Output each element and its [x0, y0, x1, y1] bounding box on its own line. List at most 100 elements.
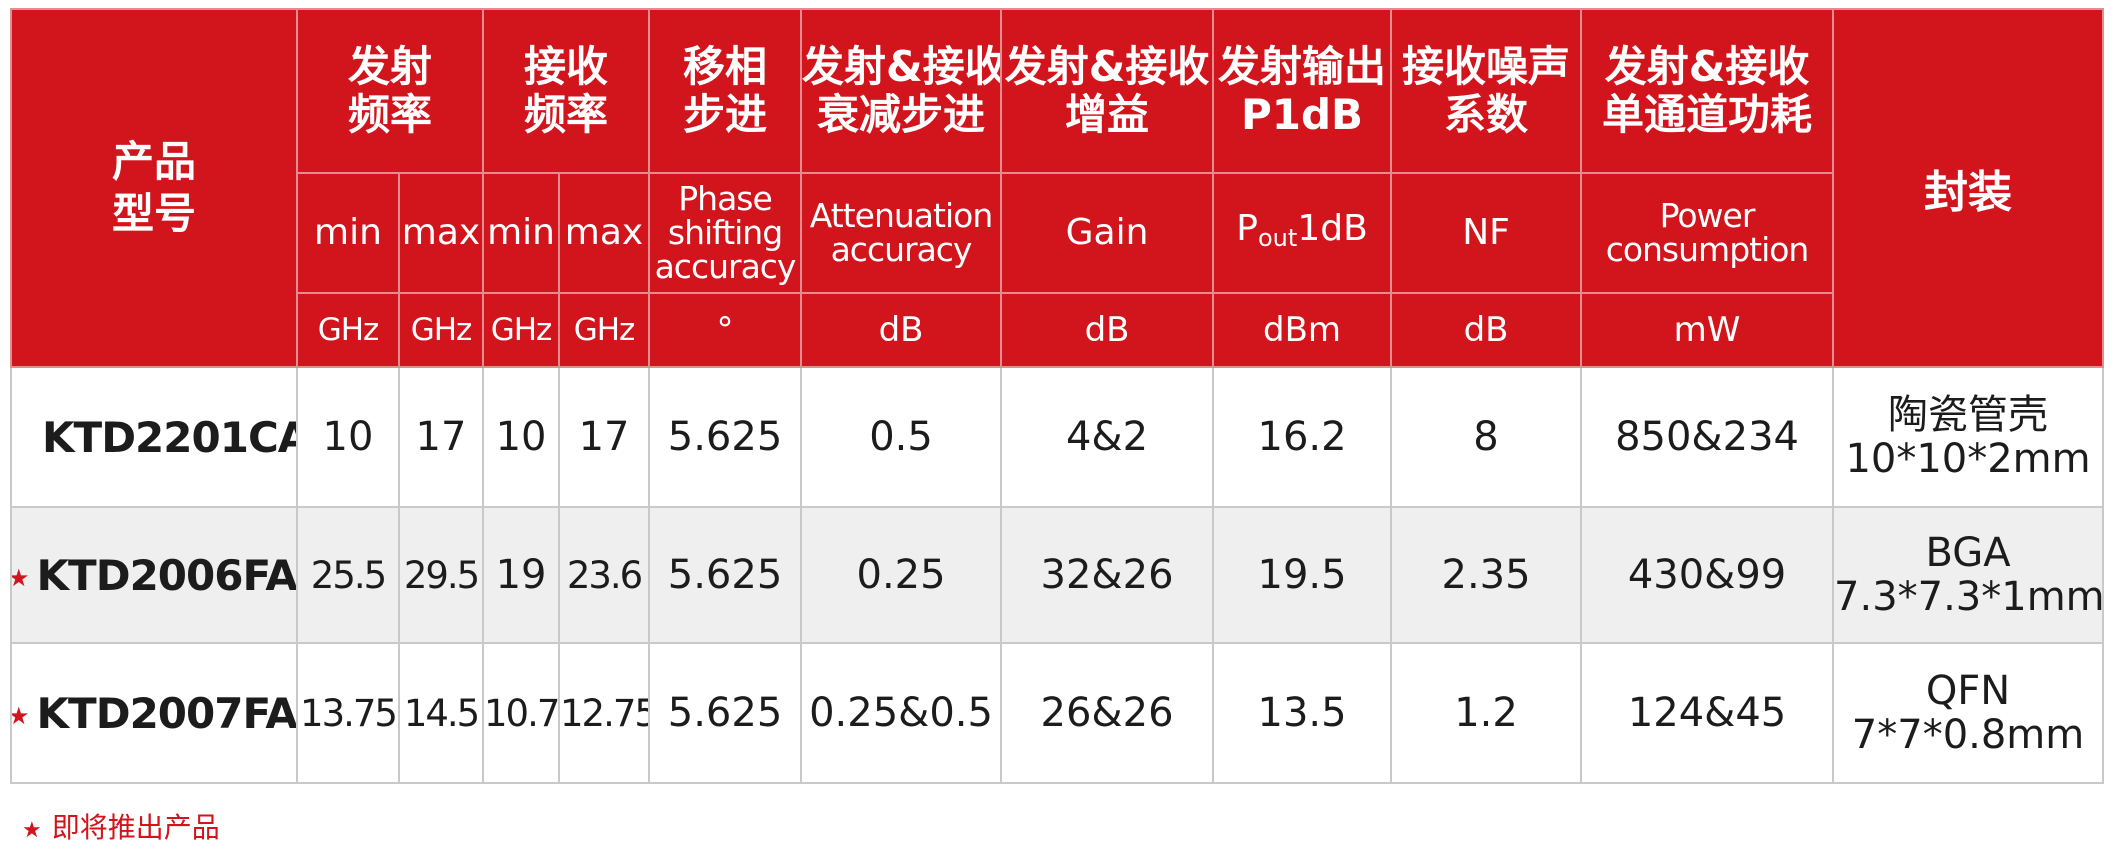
header-p1db-line2: P1dB: [1240, 90, 1364, 139]
model-cell: ★KTD2007FA: [10, 642, 298, 784]
package-type: QFN: [1925, 668, 2011, 714]
package-type: BGA: [1925, 530, 2011, 576]
header-p1db: 发射输出 P1dB: [1212, 8, 1393, 174]
header-rx-freq-line2: 频率: [524, 90, 609, 139]
atten-cell: 0.5: [800, 366, 1003, 508]
footnote-star-icon: ★: [22, 818, 42, 843]
table-row: KTD2201CA 10 17 10 17 5.625 0.5 4&2 16.2…: [10, 366, 2105, 508]
sub-pout: Pout1dB: [1212, 172, 1393, 294]
header-rx-freq-line1: 接收: [524, 42, 609, 91]
upcoming-star-icon: ★: [13, 564, 29, 592]
tx-max-cell: 17: [397, 366, 485, 508]
header-power-line1: 发射&接收: [1604, 42, 1810, 91]
sub-power-line2: consumption: [1605, 230, 1810, 269]
model-name: KTD2007FA: [36, 688, 297, 738]
tx-max-cell: 29.5: [397, 506, 485, 644]
header-nf: 接收噪声 系数: [1390, 8, 1583, 174]
sub-rx-min: min: [482, 172, 561, 294]
sub-pout-p: P: [1236, 207, 1258, 249]
header-tx-freq: 发射 频率: [295, 8, 485, 174]
atten-cell: 0.25: [800, 506, 1003, 644]
unit-tx-min: GHz: [296, 292, 400, 368]
header-gain: 发射&接收 增益: [1000, 8, 1215, 174]
model-name: KTD2201CA: [42, 412, 297, 462]
power-cell: 850&234: [1580, 366, 1835, 508]
package-size: 10*10*2mm: [1845, 436, 2091, 482]
unit-rx-min: GHz: [482, 292, 561, 368]
product-spec-table: 产品 型号 发射 频率 接收 频率 移相 步进 发射&接收 衰减步进 发射&接收…: [10, 8, 2105, 784]
package-type: 陶瓷管壳: [1888, 392, 2049, 438]
unit-atten: dB: [800, 292, 1003, 368]
unit-power: mW: [1580, 292, 1835, 368]
sub-nf: NF: [1390, 172, 1583, 294]
unit-phase: °: [648, 292, 803, 368]
sub-phase-line3: accuracy: [654, 247, 797, 286]
package-size: 7*7*0.8mm: [1851, 712, 2085, 758]
sub-gain: Gain: [1000, 172, 1215, 294]
phase-cell: 5.625: [648, 642, 803, 784]
footnote-text: 即将推出产品: [51, 811, 220, 844]
package-cell: QFN 7*7*0.8mm: [1832, 642, 2105, 784]
header-atten-step-line2: 衰减步进: [817, 90, 986, 139]
header-tx-freq-line1: 发射: [348, 42, 433, 91]
gain-cell: 26&26: [1000, 642, 1215, 784]
footnote: ★ 即将推出产品: [22, 806, 220, 846]
tx-min-cell: 13.75: [296, 642, 400, 784]
sub-power: Power consumption: [1580, 172, 1835, 294]
sub-phase-line2: shifting: [667, 213, 783, 252]
header-gain-line1: 发射&接收: [1004, 42, 1210, 91]
header-package: 封装: [1832, 8, 2105, 368]
rx-min-cell: 10.7: [482, 642, 561, 784]
unit-gain: dB: [1000, 292, 1215, 368]
tx-min-cell: 10: [296, 366, 400, 508]
sub-phase: Phase shifting accuracy: [648, 172, 803, 294]
header-gain-line2: 增益: [1065, 90, 1150, 139]
gain-cell: 32&26: [1000, 506, 1215, 644]
nf-cell: 1.2: [1390, 642, 1583, 784]
header-row-titles: 产品 型号 发射 频率 接收 频率 移相 步进 发射&接收 衰减步进 发射&接收…: [10, 8, 2105, 368]
table-row: ★KTD2007FA 13.75 14.5 10.7 12.75 5.625 0…: [10, 642, 2105, 784]
atten-cell: 0.25&0.5: [800, 642, 1003, 784]
header-tx-freq-line2: 频率: [348, 90, 433, 139]
header-atten-step-line1: 发射&接收: [802, 42, 1002, 91]
p1db-cell: 19.5: [1212, 506, 1393, 644]
tx-min-cell: 25.5: [296, 506, 400, 644]
rx-max-cell: 17: [558, 366, 651, 508]
power-cell: 430&99: [1580, 506, 1835, 644]
nf-cell: 8: [1390, 366, 1583, 508]
unit-rx-max: GHz: [558, 292, 651, 368]
header-p1db-line1: 发射输出: [1218, 42, 1387, 91]
sub-phase-line1: Phase: [678, 179, 773, 218]
header-power: 发射&接收 单通道功耗: [1580, 8, 1835, 174]
phase-cell: 5.625: [648, 366, 803, 508]
rx-min-cell: 10: [482, 366, 561, 508]
package-cell: BGA 7.3*7.3*1mm: [1832, 506, 2105, 644]
rx-max-cell: 23.6: [558, 506, 651, 644]
sub-pout-rest: 1dB: [1297, 207, 1368, 249]
p1db-cell: 13.5: [1212, 642, 1393, 784]
model-name: KTD2006FA: [36, 550, 297, 600]
header-row-units: GHz GHz GHz GHz ° dB dB dBm dB mW: [11, 292, 2103, 368]
tx-max-cell: 14.5: [397, 642, 485, 784]
sub-tx-max: max: [397, 172, 485, 294]
gain-cell: 4&2: [1000, 366, 1215, 508]
nf-cell: 2.35: [1390, 506, 1583, 644]
unit-tx-max: GHz: [397, 292, 485, 368]
model-cell: KTD2201CA: [10, 366, 298, 508]
header-model-line1: 产品: [111, 137, 196, 186]
sub-tx-min: min: [296, 172, 400, 294]
sub-atten-line1: Attenuation: [809, 196, 993, 235]
header-atten-step: 发射&接收 衰减步进: [800, 8, 1003, 174]
header-phase-step-line1: 移相: [683, 42, 768, 91]
phase-cell: 5.625: [648, 506, 803, 644]
package-cell: 陶瓷管壳 10*10*2mm: [1832, 366, 2105, 508]
p1db-cell: 16.2: [1212, 366, 1393, 508]
upcoming-star-icon: ★: [13, 702, 29, 730]
table-row: ★KTD2006FA 25.5 29.5 19 23.6 5.625 0.25 …: [10, 506, 2105, 644]
rx-min-cell: 19: [482, 506, 561, 644]
header-phase-step: 移相 步进: [648, 8, 803, 174]
header-rx-freq: 接收 频率: [482, 8, 651, 174]
header-nf-line1: 接收噪声: [1402, 42, 1571, 91]
rx-max-cell: 12.75: [558, 642, 651, 784]
sub-pout-subscript: out: [1258, 223, 1298, 252]
